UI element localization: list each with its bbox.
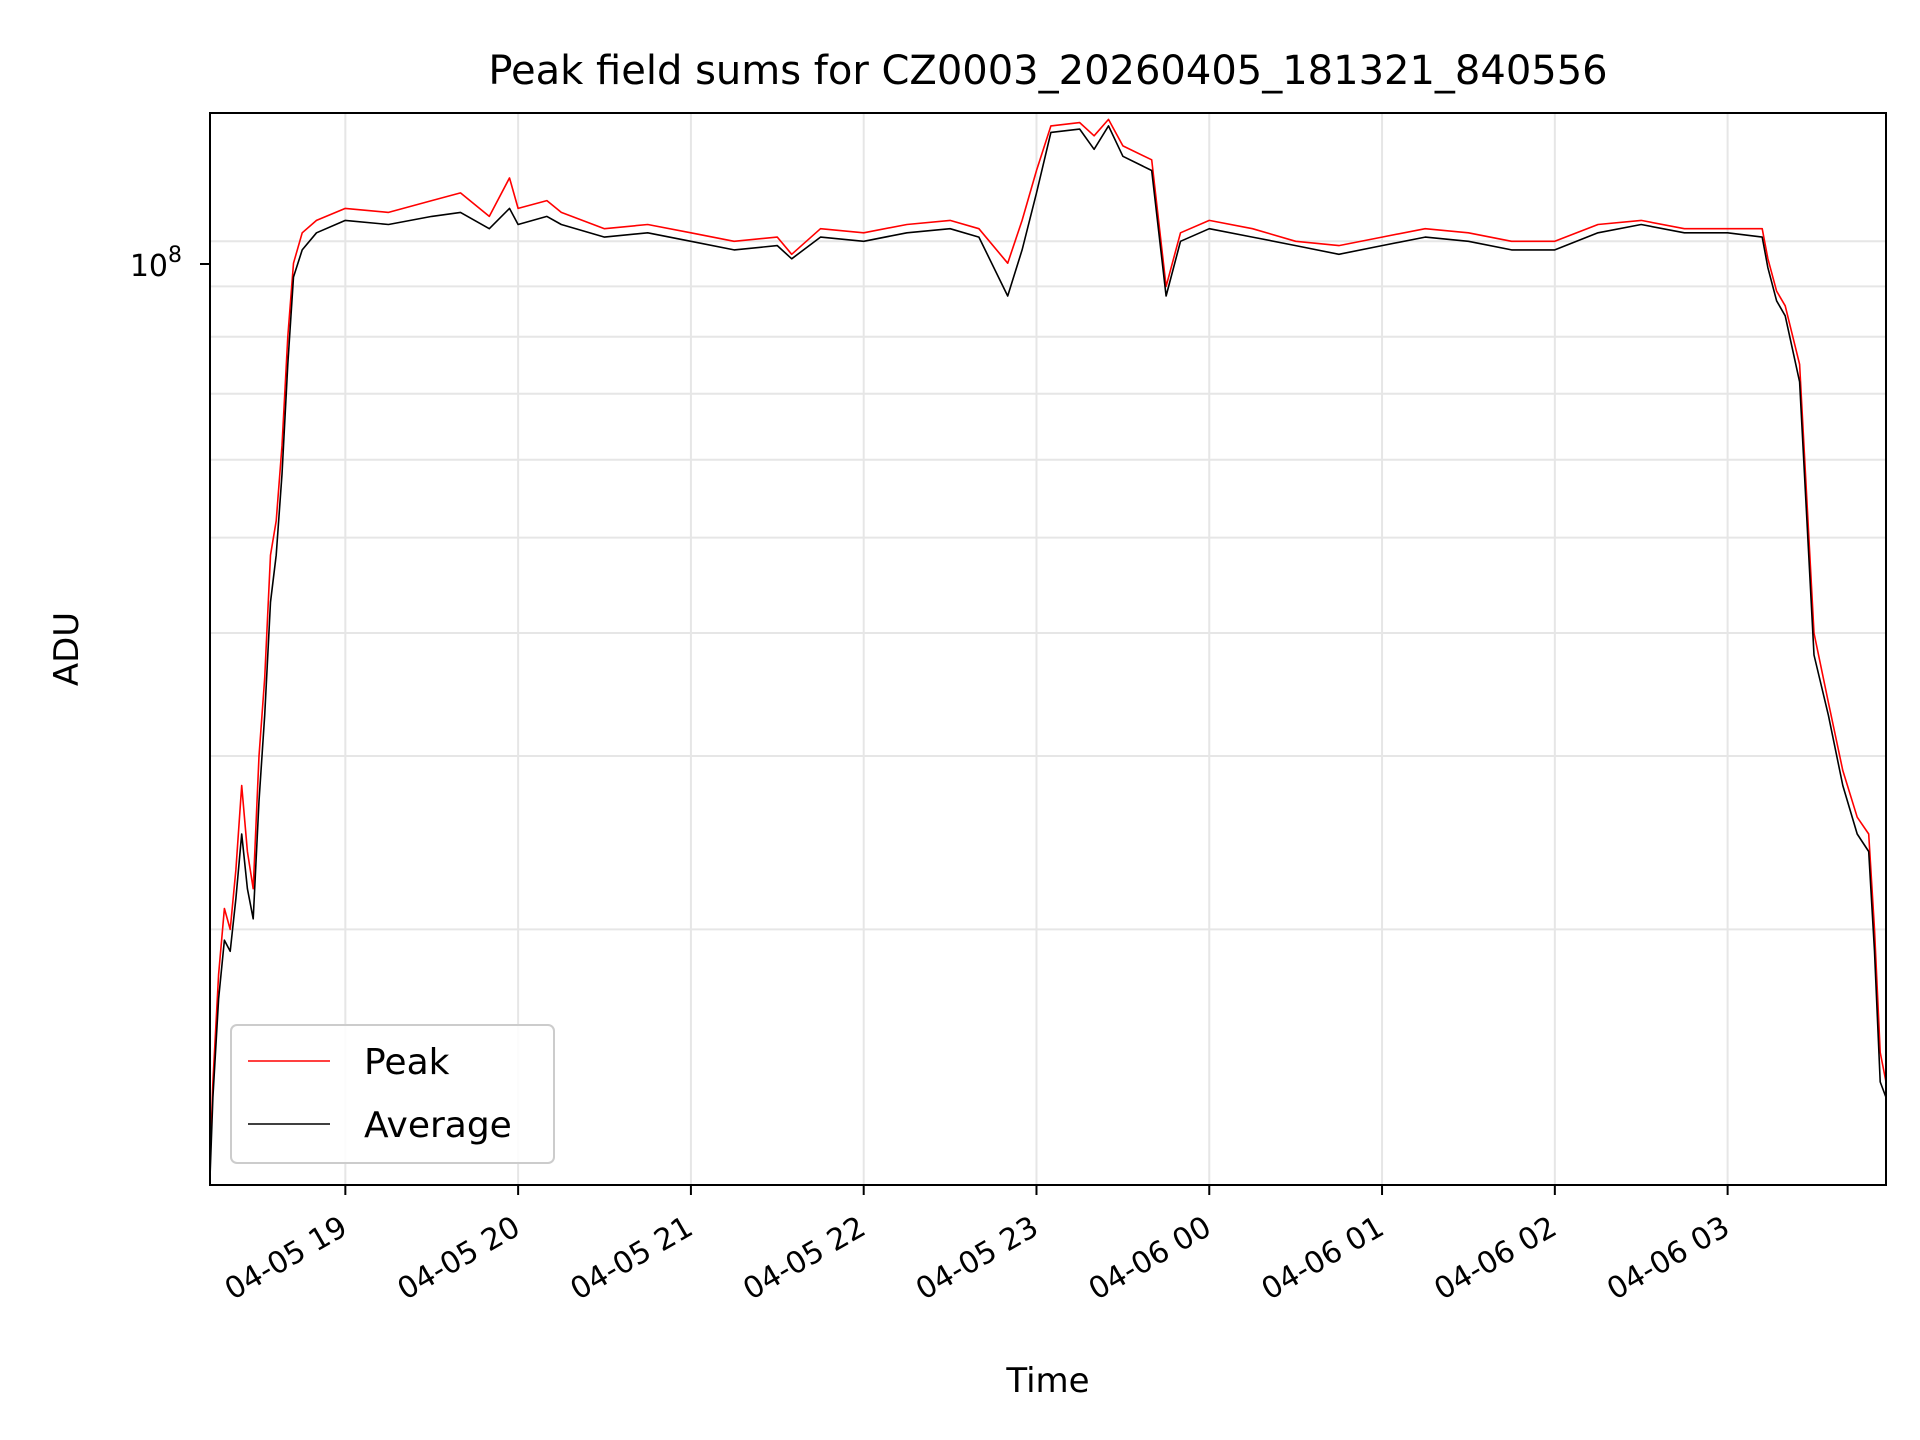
chart-title: Peak field sums for CZ0003_20260405_1813… [488, 48, 1607, 94]
y-axis-label: ADU [47, 612, 87, 686]
plot-frame [209, 112, 1887, 1186]
series-line-average [209, 125, 1887, 1178]
x-axis-label: Time [1005, 1361, 1089, 1401]
y-axis-ticks: 108 [130, 243, 210, 284]
grid [210, 113, 1886, 1185]
legend: Peak Average [230, 1024, 555, 1164]
legend-label-average: Average [364, 1105, 512, 1146]
y-tick-label: 108 [130, 243, 182, 284]
legend-box [230, 1024, 555, 1164]
legend-label-peak: Peak [364, 1042, 450, 1083]
series-line-peak [209, 118, 1887, 1167]
plot-lines [209, 118, 1887, 1178]
